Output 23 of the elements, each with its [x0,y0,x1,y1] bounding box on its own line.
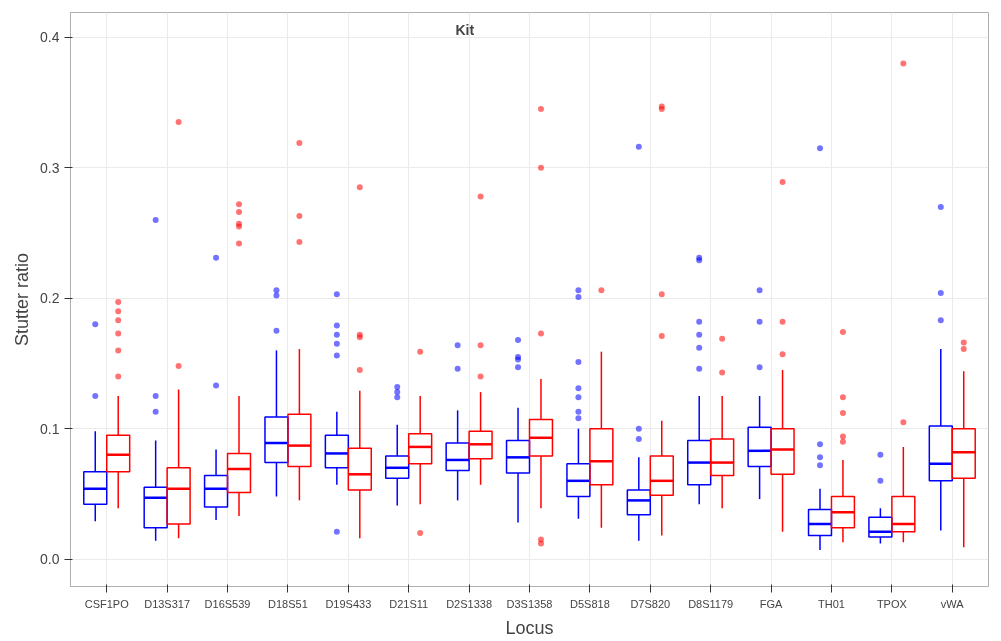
x-tick-label: D16S539 [204,597,251,610]
x-tick-label: D13S317 [144,597,191,610]
y-tick-label: 0.1 [40,420,60,437]
y-tick-label: 0.2 [40,290,60,307]
legend-title: Kit [455,21,475,38]
x-tick-label: D18S51 [268,597,308,610]
x-tick-label: FGA [759,597,784,610]
x-tick-label: D21S11 [389,597,429,610]
x-tick-label: vWA [940,597,965,610]
x-tick-label: D5S818 [570,597,610,610]
y-axis-title: Stutter ratio [12,252,33,347]
y-tick-label: 0.3 [40,159,60,176]
x-tick-label: D3S1358 [506,597,553,610]
y-tick-label: 0.0 [40,551,60,568]
x-tick-label: TH01 [818,597,845,610]
x-tick-label: D7S820 [630,597,671,610]
x-axis-title: Locus [505,617,554,638]
x-tick-label: D8S1179 [688,597,734,610]
y-tick-label: 0.4 [40,29,60,46]
x-tick-label: CSF1PO [84,597,130,610]
x-tick-label: D19S433 [325,597,372,610]
x-tick-label: D2S1338 [446,597,493,610]
x-tick-label: TPOX [876,597,908,610]
